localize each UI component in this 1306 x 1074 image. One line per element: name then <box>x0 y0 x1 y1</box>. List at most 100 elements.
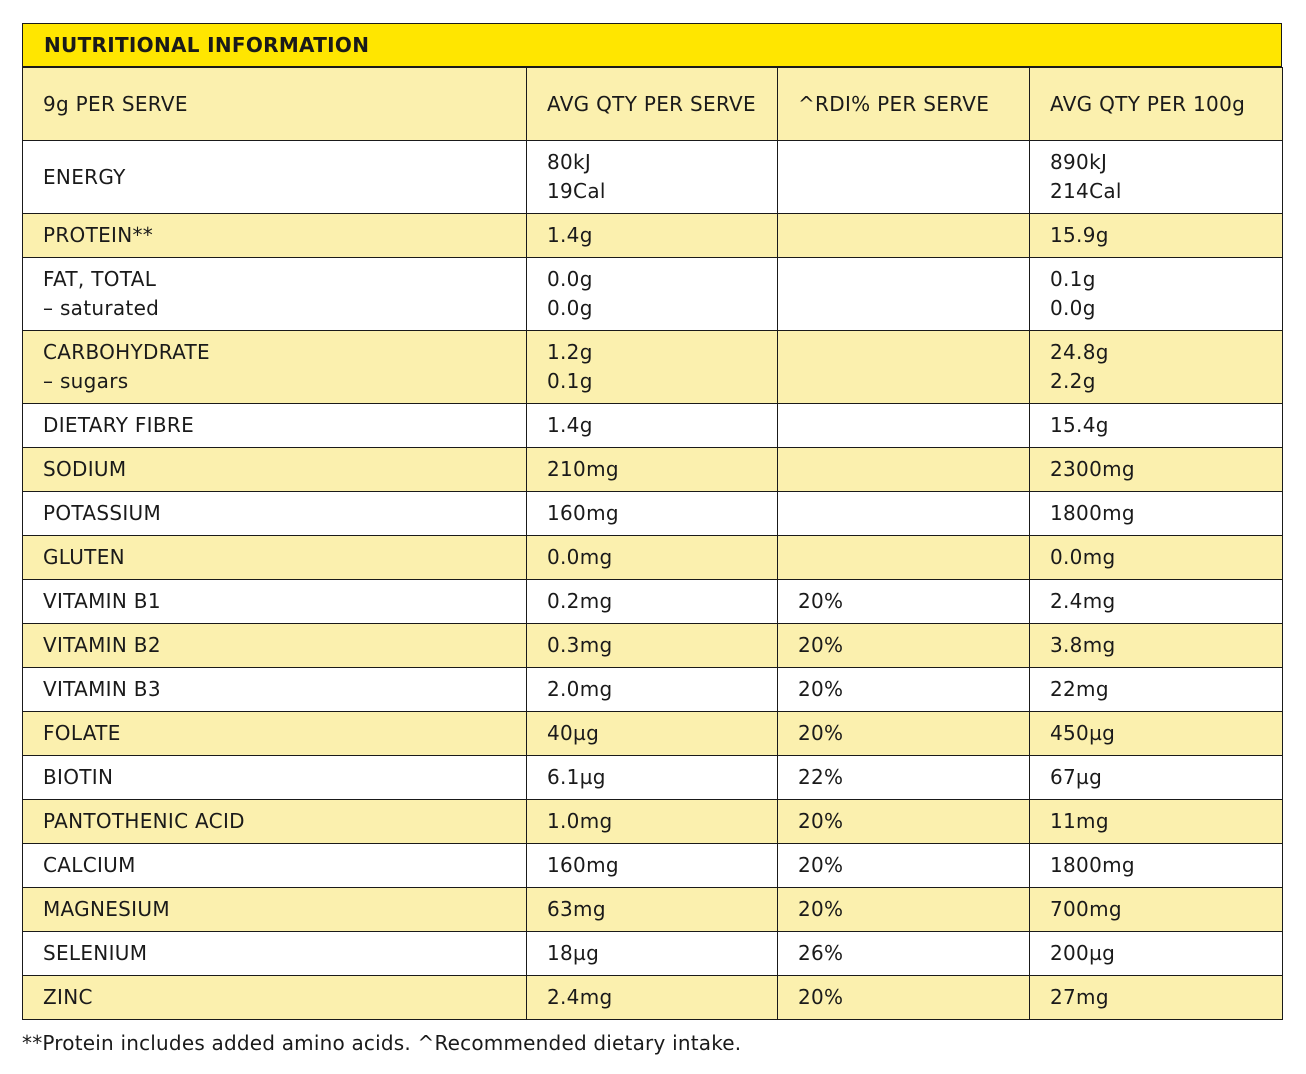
nutrient-cell: VITAMIN B2 <box>22 623 527 668</box>
cell-line: – sugars <box>43 369 129 393</box>
cell-line: 210mg <box>547 457 619 481</box>
rdi-cell: 20% <box>777 843 1030 888</box>
cell-line: DIETARY FIBRE <box>43 413 195 437</box>
per-100g-cell: 450µg <box>1029 711 1283 756</box>
cell-line: 67µg <box>1050 765 1103 789</box>
cell-line: SODIUM <box>43 457 127 481</box>
table-row: VITAMIN B3 2.0mg 20% 22mg <box>22 667 1283 712</box>
per-100g-cell: 1800mg <box>1029 491 1283 536</box>
rdi-cell: 20% <box>777 711 1030 756</box>
nutrient-cell: BIOTIN <box>22 755 527 800</box>
cell-line: PROTEIN** <box>43 223 154 247</box>
per-100g-cell: 0.1g 0.0g <box>1029 257 1283 331</box>
cell-line: 0.0g <box>547 267 593 291</box>
per-serve-cell: 0.0g 0.0g <box>526 257 778 331</box>
cell-line: MAGNESIUM <box>43 897 170 921</box>
header-avg-qty-per-100g: AVG QTY PER 100g <box>1029 67 1283 141</box>
nutrient-cell: PANTOTHENIC ACID <box>22 799 527 844</box>
nutrition-panel: NUTRITIONAL INFORMATION 9g PER SERVE AVG… <box>22 23 1283 1020</box>
cell-line: 15.9g <box>1050 223 1109 247</box>
header-avg-qty-per-serve: AVG QTY PER SERVE <box>526 67 778 141</box>
cell-line: 0.0g <box>547 296 593 320</box>
table-row: GLUTEN 0.0mg 0.0mg <box>22 535 1283 580</box>
rdi-cell: 26% <box>777 931 1030 976</box>
table-row: BIOTIN 6.1µg 22% 67µg <box>22 755 1283 800</box>
nutrient-cell: CALCIUM <box>22 843 527 888</box>
cell-line: 214Cal <box>1050 179 1122 203</box>
table-row: CALCIUM 160mg 20% 1800mg <box>22 843 1283 888</box>
per-100g-cell: 15.4g <box>1029 403 1283 448</box>
cell-line: 160mg <box>547 853 619 877</box>
table-row: CARBOHYDRATE – sugars 1.2g 0.1g 24.8g 2.2g <box>22 330 1283 404</box>
cell-line: 2.4mg <box>1050 589 1116 613</box>
cell-line: 0.1g <box>547 369 593 393</box>
per-100g-cell: 67µg <box>1029 755 1283 800</box>
per-serve-cell: 0.2mg <box>526 579 778 624</box>
cell-line: 18µg <box>547 941 600 965</box>
per-serve-cell: 18µg <box>526 931 778 976</box>
per-100g-cell: 2300mg <box>1029 447 1283 492</box>
table-row: SELENIUM 18µg 26% 200µg <box>22 931 1283 976</box>
rdi-cell <box>777 447 1030 492</box>
panel-title: NUTRITIONAL INFORMATION <box>22 23 1282 67</box>
cell-line: 0.3mg <box>547 633 613 657</box>
table-row: VITAMIN B2 0.3mg 20% 3.8mg <box>22 623 1283 668</box>
cell-line: 63mg <box>547 897 606 921</box>
cell-line: PANTOTHENIC ACID <box>43 809 245 833</box>
cell-line: 22mg <box>1050 677 1109 701</box>
rdi-cell: 20% <box>777 975 1030 1020</box>
nutrient-cell: VITAMIN B1 <box>22 579 527 624</box>
nutrient-cell: POTASSIUM <box>22 491 527 536</box>
cell-line: 2.2g <box>1050 369 1096 393</box>
cell-line: 1.4g <box>547 413 593 437</box>
per-100g-cell: 2.4mg <box>1029 579 1283 624</box>
cell-line: CARBOHYDRATE <box>43 340 210 364</box>
nutrient-cell: ZINC <box>22 975 527 1020</box>
per-100g-cell: 24.8g 2.2g <box>1029 330 1283 404</box>
per-serve-cell: 0.3mg <box>526 623 778 668</box>
cell-line: 1.0mg <box>547 809 613 833</box>
cell-line: 700mg <box>1050 897 1122 921</box>
table-row: SODIUM 210mg 2300mg <box>22 447 1283 492</box>
nutrient-cell: GLUTEN <box>22 535 527 580</box>
per-serve-cell: 160mg <box>526 843 778 888</box>
rdi-cell <box>777 257 1030 331</box>
table-row: ENERGY 80kJ 19Cal 890kJ 214Cal <box>22 140 1283 214</box>
per-serve-cell: 160mg <box>526 491 778 536</box>
cell-line: POTASSIUM <box>43 501 162 525</box>
rdi-cell <box>777 403 1030 448</box>
rdi-cell: 20% <box>777 799 1030 844</box>
cell-line: FOLATE <box>43 721 121 745</box>
table-row: MAGNESIUM 63mg 20% 700mg <box>22 887 1283 932</box>
per-serve-cell: 1.4g <box>526 213 778 258</box>
table-body: ENERGY 80kJ 19Cal 890kJ 214Cal PROTEIN** 1.4g 1… <box>22 140 1283 1020</box>
cell-line: VITAMIN B3 <box>43 677 161 701</box>
header-row: 9g PER SERVE AVG QTY PER SERVE ^RDI% PER… <box>22 67 1283 141</box>
cell-line: 0.0mg <box>547 545 613 569</box>
cell-line: 22% <box>798 765 844 789</box>
cell-line: – saturated <box>43 296 160 320</box>
cell-line: 450µg <box>1050 721 1116 745</box>
nutrient-cell: VITAMIN B3 <box>22 667 527 712</box>
rdi-cell <box>777 140 1030 214</box>
rdi-cell: 20% <box>777 579 1030 624</box>
per-serve-cell: 6.1µg <box>526 755 778 800</box>
per-serve-cell: 1.0mg <box>526 799 778 844</box>
per-100g-cell: 27mg <box>1029 975 1283 1020</box>
table-row: ZINC 2.4mg 20% 27mg <box>22 975 1283 1020</box>
cell-line: 1800mg <box>1050 853 1135 877</box>
nutrient-cell: FAT, TOTAL – saturated <box>22 257 527 331</box>
table-row: PROTEIN** 1.4g 15.9g <box>22 213 1283 258</box>
cell-line: 20% <box>798 633 844 657</box>
cell-line: 15.4g <box>1050 413 1109 437</box>
cell-line: 20% <box>798 853 844 877</box>
rdi-cell: 20% <box>777 667 1030 712</box>
cell-line: 3.8mg <box>1050 633 1116 657</box>
cell-line: 26% <box>798 941 844 965</box>
cell-line: 200µg <box>1050 941 1116 965</box>
cell-line: 20% <box>798 897 844 921</box>
per-100g-cell: 11mg <box>1029 799 1283 844</box>
cell-line: 20% <box>798 589 844 613</box>
per-100g-cell: 700mg <box>1029 887 1283 932</box>
cell-line: 80kJ <box>547 150 592 174</box>
